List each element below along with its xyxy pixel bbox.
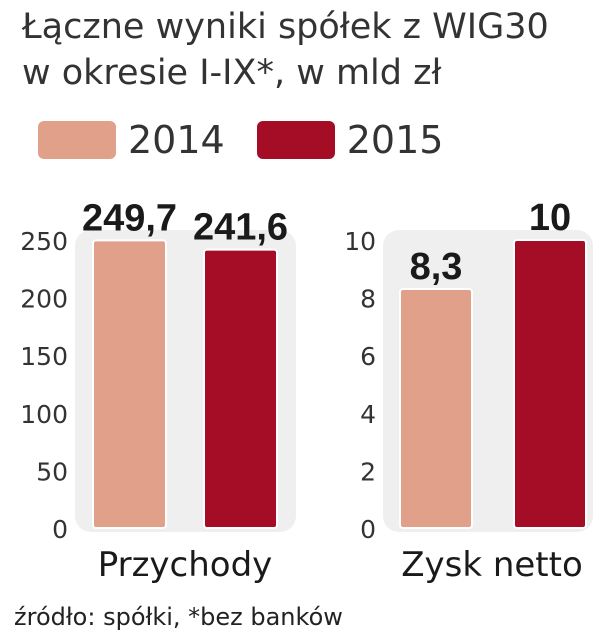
source-note: źródło: spółki, *bez banków [14,603,343,631]
x-category-label-revenue: Przychody [98,545,273,585]
x-category-label-net-profit: Zysk netto [401,545,583,585]
y-tick-label-revenue-250: 250 [20,227,68,256]
data-label-revenue-2015: 241,6 [193,207,288,249]
legend-item-2015: 2015 [256,118,444,162]
y-tick-label-revenue-0: 0 [52,515,68,544]
y-tick-label-net-profit-8: 8 [360,285,376,314]
legend-swatch-2014 [38,121,116,159]
data-label-revenue-2014: 249,7 [82,197,177,239]
bar-revenue-2015 [203,248,278,530]
legend-item-2014: 2014 [38,118,225,162]
y-tick-label-revenue-200: 200 [20,285,68,314]
title-line-2: w okresie I-IX*, w mld zł [22,53,442,93]
data-label-net-profit-2014: 8,3 [410,246,463,288]
title-line-1: Łączne wyniki spółek z WIG30 [22,7,549,47]
y-tick-label-net-profit-10: 10 [344,227,376,256]
y-tick-label-revenue-100: 100 [20,400,68,429]
bar-revenue-2014 [92,239,167,529]
legend: 2014 2015 [38,118,475,162]
bar-net-profit-2015 [513,239,587,529]
y-tick-label-net-profit-0: 0 [360,515,376,544]
chart-title: Łączne wyniki spółek z WIG30 w okresie I… [22,4,549,96]
y-tick-label-net-profit-4: 4 [360,400,376,429]
legend-label-2015: 2015 [346,118,444,162]
y-tick-label-net-profit-6: 6 [360,342,376,371]
bar-net-profit-2014 [399,287,473,529]
legend-swatch-2015 [256,121,335,159]
y-tick-label-revenue-150: 150 [20,342,68,371]
data-label-net-profit-2015: 10 [529,197,571,239]
y-tick-label-revenue-50: 50 [36,457,68,486]
legend-label-2014: 2014 [128,118,225,162]
y-tick-label-net-profit-2: 2 [360,457,376,486]
